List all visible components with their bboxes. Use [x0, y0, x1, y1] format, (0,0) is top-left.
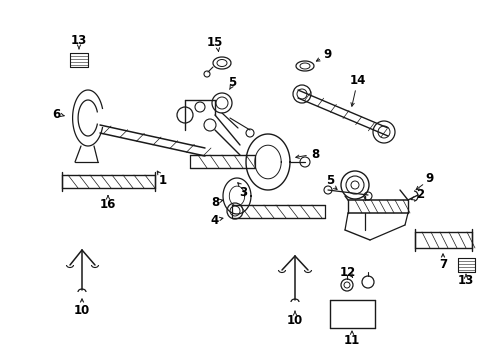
- Text: 12: 12: [339, 266, 355, 279]
- Text: 10: 10: [286, 314, 303, 327]
- Text: 14: 14: [349, 73, 366, 86]
- Text: 7: 7: [438, 258, 446, 271]
- Text: 9: 9: [425, 171, 433, 184]
- Text: 6: 6: [52, 108, 60, 122]
- Text: 5: 5: [325, 174, 333, 186]
- Text: 15: 15: [206, 36, 223, 49]
- Text: 5: 5: [227, 76, 236, 89]
- Text: 13: 13: [71, 33, 87, 46]
- Text: 3: 3: [239, 185, 246, 198]
- Text: 8: 8: [310, 148, 319, 162]
- Text: 10: 10: [74, 303, 90, 316]
- Text: 8: 8: [210, 195, 219, 208]
- Text: 4: 4: [210, 213, 219, 226]
- Text: 2: 2: [415, 189, 423, 202]
- Text: 1: 1: [159, 174, 167, 186]
- Text: 16: 16: [100, 198, 116, 211]
- Text: 13: 13: [457, 274, 473, 287]
- Text: 11: 11: [343, 333, 359, 346]
- Text: 9: 9: [323, 49, 331, 62]
